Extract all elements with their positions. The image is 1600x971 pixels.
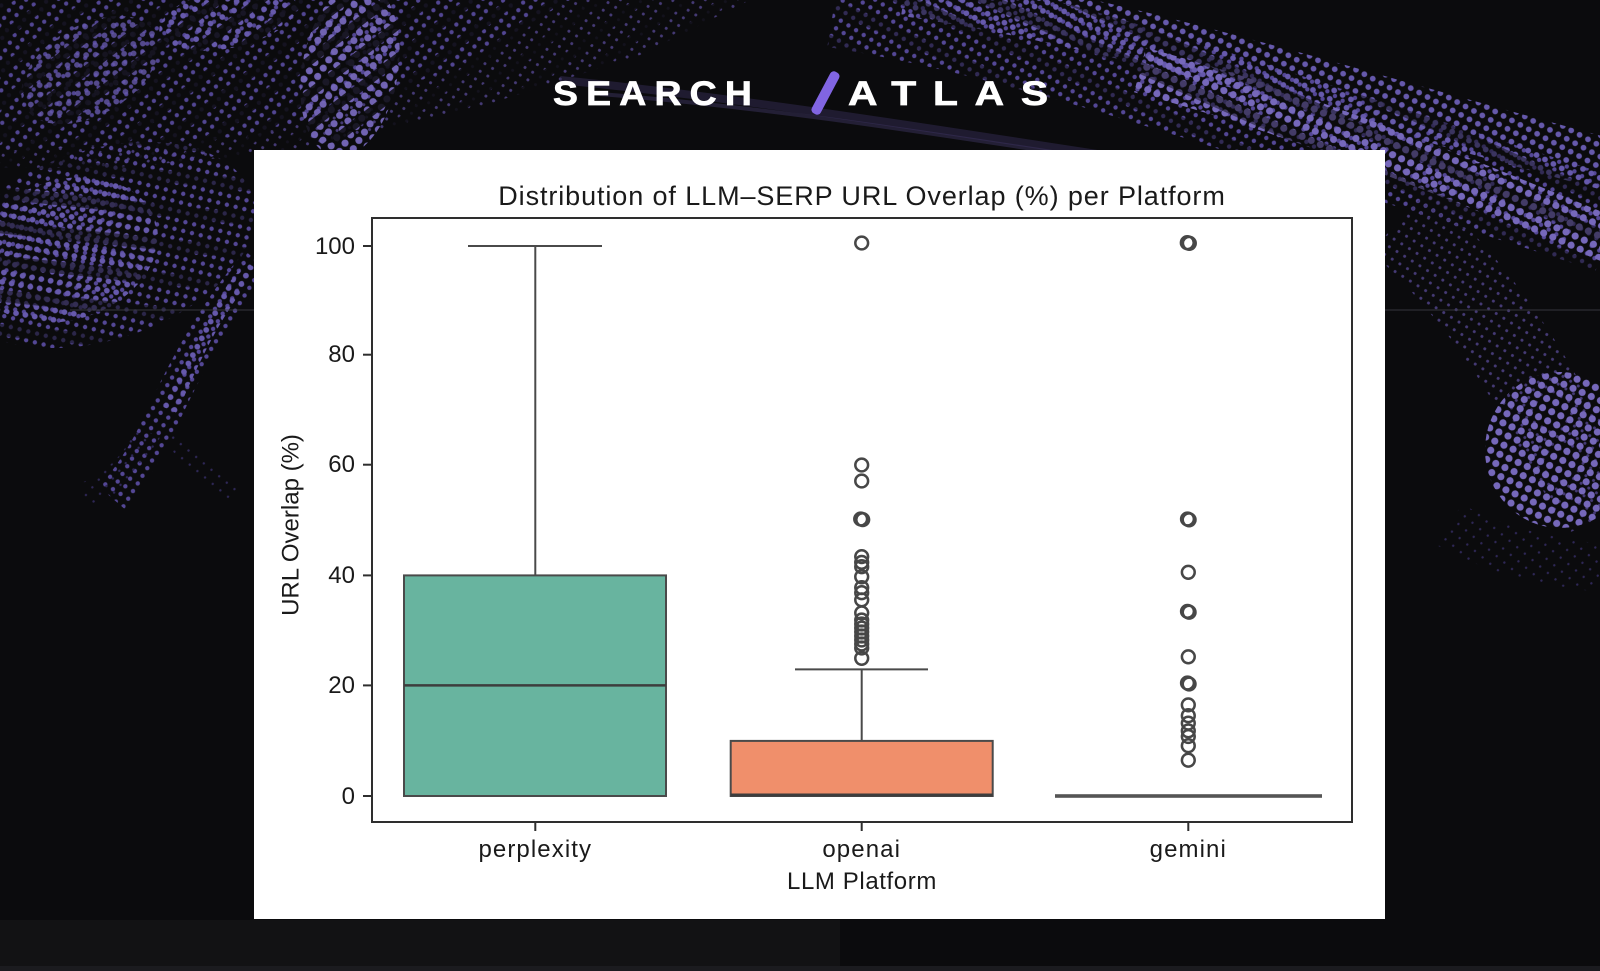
- svg-text:60: 60: [328, 451, 355, 478]
- svg-text:perplexity: perplexity: [478, 836, 592, 863]
- svg-text:LLM Platform: LLM Platform: [787, 868, 937, 895]
- svg-text:Distribution of LLM–SERP URL O: Distribution of LLM–SERP URL Overlap (%)…: [498, 181, 1225, 211]
- svg-text:ATLAS: ATLAS: [848, 74, 1065, 112]
- svg-text:0: 0: [342, 783, 355, 810]
- svg-text:SEARCH: SEARCH: [553, 75, 760, 113]
- svg-text:openai: openai: [822, 836, 901, 863]
- svg-text:URL Overlap (%): URL Overlap (%): [278, 434, 305, 616]
- svg-text:40: 40: [328, 562, 355, 589]
- svg-text:20: 20: [328, 672, 355, 699]
- svg-text:100: 100: [315, 233, 355, 260]
- svg-text:80: 80: [328, 341, 355, 368]
- svg-text:gemini: gemini: [1150, 836, 1227, 863]
